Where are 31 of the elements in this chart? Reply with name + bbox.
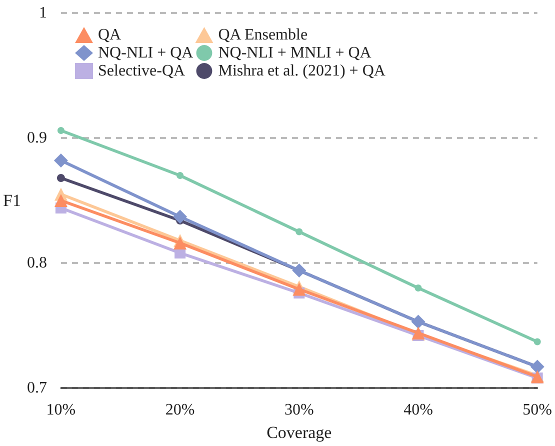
- y-tick-label: 0.9: [26, 130, 47, 146]
- point: [57, 127, 64, 134]
- x-tick-label: 20%: [165, 402, 195, 418]
- point: [174, 236, 187, 250]
- point: [54, 154, 68, 168]
- point: [54, 194, 68, 207]
- legend-label: NQ-NLI + MNLI + QA: [218, 44, 372, 62]
- point: [534, 338, 541, 346]
- x-axis-title: Coverage: [266, 423, 332, 442]
- x-tick-label: 30%: [284, 402, 314, 418]
- point: [292, 264, 306, 278]
- x-tick-label: 50%: [522, 402, 552, 418]
- point: [414, 284, 422, 292]
- x-tick-label: 10%: [46, 402, 76, 418]
- point: [176, 172, 184, 179]
- legend-label: Mishra et al. (2021) + QA: [218, 62, 386, 80]
- legend-label: QA Ensemble: [218, 26, 308, 44]
- y-axis-title: F1: [2, 191, 21, 210]
- point: [56, 174, 65, 182]
- x-tick-label: 40%: [404, 402, 433, 418]
- point: [411, 314, 426, 329]
- y-tick-label: 0.8: [26, 254, 47, 272]
- legend-label: QA: [98, 26, 122, 44]
- point: [173, 210, 188, 224]
- y-tick-label: 0.7: [26, 380, 47, 396]
- point: [292, 282, 306, 296]
- legend-label: Selective-QA: [98, 62, 186, 80]
- point: [296, 228, 303, 236]
- legend-label: NQ-NLI + QA: [98, 44, 194, 62]
- point: [530, 360, 544, 374]
- y-tick-label: 1: [38, 4, 47, 22]
